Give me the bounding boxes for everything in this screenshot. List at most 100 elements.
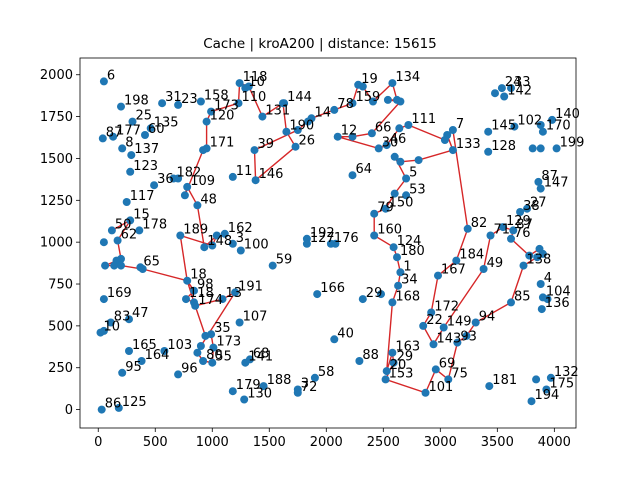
x-tick-label: 4000 — [538, 435, 571, 450]
city-label: 163 — [395, 340, 420, 355]
city-point — [434, 271, 442, 280]
city-point — [126, 167, 135, 176]
city-label: 29 — [397, 350, 414, 365]
city-label: 153 — [389, 366, 414, 381]
city-point — [231, 288, 240, 297]
x-tick-label: 3000 — [424, 435, 457, 450]
city-label: 178 — [142, 217, 167, 232]
city-point — [282, 127, 291, 136]
city-label: 117 — [130, 189, 155, 204]
city-label: 87 — [106, 125, 123, 140]
city-label: 104 — [546, 284, 571, 299]
city-label: 102 — [517, 114, 542, 129]
city-label: 78 — [337, 97, 354, 112]
city-point — [404, 121, 413, 129]
city-point — [199, 357, 208, 365]
city-label: 146 — [259, 167, 284, 182]
city-point — [126, 216, 135, 225]
city-label: 65 — [143, 254, 160, 269]
city-point — [448, 126, 457, 134]
city-point — [200, 243, 209, 252]
city-point — [535, 244, 544, 253]
city-label: 134 — [395, 70, 420, 85]
city-label: 50 — [115, 217, 132, 232]
city-label: 103 — [167, 338, 192, 353]
city-label: 86 — [105, 397, 122, 412]
city-point — [388, 79, 397, 88]
city-point — [114, 403, 123, 412]
city-label: 173 — [216, 335, 241, 350]
city-point — [388, 298, 397, 307]
city-point — [536, 280, 545, 288]
city-point — [160, 347, 169, 355]
city-point — [158, 99, 167, 108]
city-label: 158 — [204, 89, 229, 104]
city-label: 190 — [289, 119, 314, 134]
city-point — [293, 126, 302, 134]
city-label: 179 — [236, 378, 261, 393]
city-label: 181 — [492, 373, 517, 388]
city-point — [427, 308, 436, 317]
city-label: 82 — [471, 216, 488, 231]
city-label: 31 — [165, 90, 182, 105]
city-point — [218, 295, 227, 304]
city-point — [510, 122, 519, 131]
city-point — [101, 261, 110, 270]
city-point — [402, 191, 411, 200]
city-point — [182, 295, 190, 304]
city-label: 46 — [390, 132, 407, 147]
city-label: 1 — [403, 259, 411, 274]
city-point — [268, 261, 277, 270]
city-point — [174, 100, 183, 109]
city-label: 25 — [136, 109, 153, 124]
city-point — [212, 231, 221, 240]
city-point — [106, 318, 115, 327]
city-label: 170 — [546, 119, 571, 134]
city-point — [141, 131, 149, 139]
city-point — [235, 79, 244, 88]
city-point — [527, 397, 536, 406]
city-label: 128 — [491, 139, 516, 154]
city-label: 71 — [494, 223, 511, 238]
city-point — [497, 84, 506, 93]
city-point — [193, 348, 202, 357]
city-label: 184 — [459, 248, 484, 263]
city-point — [471, 318, 480, 327]
city-point — [196, 97, 205, 106]
city-label: 164 — [145, 348, 170, 363]
city-point — [99, 295, 108, 304]
city-point — [548, 115, 557, 124]
city-point — [125, 347, 133, 355]
city-point — [333, 132, 342, 141]
city-point — [389, 358, 398, 367]
city-point — [310, 373, 319, 382]
city-point — [174, 174, 183, 183]
city-label: 68 — [253, 346, 270, 361]
city-point — [479, 265, 488, 273]
data-points — [96, 77, 561, 414]
x-tick-label: 2500 — [367, 435, 400, 450]
city-point — [383, 95, 392, 104]
city-point — [138, 265, 147, 273]
city-label: 93 — [460, 330, 477, 345]
city-point — [293, 388, 302, 397]
city-point — [228, 387, 237, 396]
city-label: 174 — [198, 293, 223, 308]
city-point — [201, 331, 210, 340]
city-point — [516, 208, 525, 216]
city-point — [234, 99, 243, 108]
city-label: 144 — [287, 90, 312, 105]
city-point — [240, 395, 249, 404]
city-point — [452, 256, 461, 265]
city-label: 148 — [207, 234, 232, 249]
city-point — [280, 99, 289, 108]
city-point — [259, 382, 268, 391]
city-point — [199, 146, 208, 155]
city-label: 3 — [301, 377, 309, 392]
city-label: 140 — [555, 107, 580, 122]
city-point — [193, 201, 202, 210]
city-point — [509, 226, 518, 235]
city-label: 3 — [236, 231, 244, 246]
y-tick-label: 1500 — [40, 152, 73, 167]
